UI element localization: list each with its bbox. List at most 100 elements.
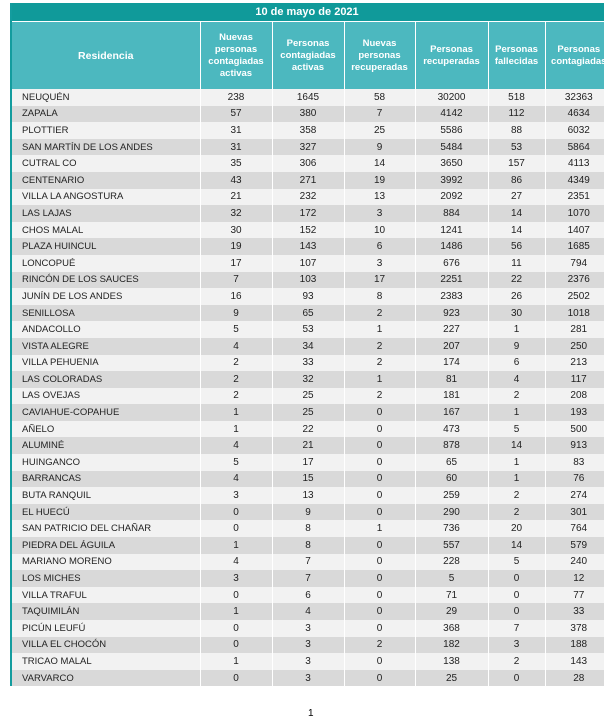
cell-contagiadas-activas: 8 — [271, 537, 344, 554]
page-number: 1 — [308, 708, 314, 719]
cell-nuevas-contagiadas-activas: 0 — [199, 503, 272, 521]
cell-recuperadas: 5586 — [414, 122, 488, 139]
cell-contagiadas: 32363 — [544, 89, 604, 106]
cell-fallecidas: 0 — [487, 586, 545, 604]
cell-nuevas-recuperadas: 0 — [343, 669, 415, 687]
cell-contagiadas: 6032 — [544, 122, 604, 139]
cell-contagiadas: 117 — [544, 371, 604, 388]
cell-fallecidas: 26 — [487, 288, 545, 305]
cell-fallecidas: 7 — [487, 620, 545, 637]
cell-nuevas-recuperadas: 0 — [343, 454, 415, 471]
residence-cell: ANDACOLLO — [12, 321, 200, 338]
cell-contagiadas-activas: 6 — [271, 586, 344, 604]
residence-cell: BARRANCAS — [12, 470, 200, 488]
cell-contagiadas: 2502 — [544, 288, 604, 305]
cell-nuevas-recuperadas: 2 — [343, 304, 415, 322]
cell-nuevas-contagiadas-activas: 1 — [199, 653, 272, 670]
cell-nuevas-recuperadas: 0 — [343, 470, 415, 488]
table-row: BUTA RANQUIL 3 13 0 259 2 274 — [12, 487, 604, 504]
residence-cell: LAS COLORADAS — [12, 371, 200, 388]
cell-fallecidas: 22 — [487, 271, 545, 289]
table-row: PIEDRA DEL ÁGUILA 1 8 0 557 14 579 — [12, 537, 604, 554]
cell-nuevas-recuperadas: 0 — [343, 620, 415, 637]
residence-cell: LAS LAJAS — [12, 205, 200, 222]
cell-fallecidas: 14 — [487, 221, 545, 239]
table-row: ANDACOLLO 5 53 1 227 1 281 — [12, 321, 604, 338]
cell-contagiadas-activas: 358 — [271, 122, 344, 139]
table-row: ZAPALA 57 380 7 4142 112 4634 — [12, 105, 604, 123]
residence-cell: VILLA LA ANGOSTURA — [12, 188, 200, 206]
cell-fallecidas: 6 — [487, 354, 545, 372]
cell-nuevas-recuperadas: 0 — [343, 404, 415, 421]
cell-contagiadas-activas: 15 — [271, 470, 344, 488]
table-row: PICÚN LEUFÚ 0 3 0 368 7 378 — [12, 620, 604, 637]
cell-contagiadas-activas: 3 — [271, 653, 344, 670]
cell-nuevas-recuperadas: 0 — [343, 487, 415, 504]
residence-cell: PLAZA HUINCUL — [12, 238, 200, 255]
cell-nuevas-recuperadas: 2 — [343, 636, 415, 654]
cell-fallecidas: 5 — [487, 553, 545, 571]
cell-recuperadas: 4142 — [414, 105, 488, 123]
table-row: CENTENARIO 43 271 19 3992 86 4349 — [12, 171, 604, 189]
cell-fallecidas: 1 — [487, 470, 545, 488]
cell-contagiadas: 579 — [544, 537, 604, 554]
cell-contagiadas: 281 — [544, 321, 604, 338]
cell-contagiadas: 2351 — [544, 188, 604, 206]
residence-cell: ZAPALA — [12, 105, 200, 123]
table-row: TAQUIMILÁN 1 4 0 29 0 33 — [12, 603, 604, 620]
cell-nuevas-recuperadas: 2 — [343, 387, 415, 405]
cell-fallecidas: 30 — [487, 304, 545, 322]
cell-recuperadas: 676 — [414, 254, 488, 272]
cell-nuevas-recuperadas: 13 — [343, 188, 415, 206]
cell-nuevas-contagiadas-activas: 3 — [199, 487, 272, 504]
cell-nuevas-contagiadas-activas: 2 — [199, 371, 272, 388]
cell-nuevas-recuperadas: 0 — [343, 603, 415, 620]
cell-contagiadas-activas: 3 — [271, 636, 344, 654]
cell-recuperadas: 227 — [414, 321, 488, 338]
cell-nuevas-recuperadas: 9 — [343, 138, 415, 156]
residence-cell: PICÚN LEUFÚ — [12, 620, 200, 637]
cell-recuperadas: 182 — [414, 636, 488, 654]
cell-nuevas-contagiadas-activas: 35 — [199, 155, 272, 172]
cell-fallecidas: 27 — [487, 188, 545, 206]
cell-contagiadas-activas: 25 — [271, 387, 344, 405]
cell-fallecidas: 518 — [487, 89, 545, 106]
cell-nuevas-contagiadas-activas: 4 — [199, 337, 272, 355]
cell-contagiadas-activas: 271 — [271, 171, 344, 189]
cell-fallecidas: 86 — [487, 171, 545, 189]
cell-fallecidas: 14 — [487, 537, 545, 554]
cell-nuevas-recuperadas: 2 — [343, 337, 415, 355]
cell-recuperadas: 2251 — [414, 271, 488, 289]
residence-cell: BUTA RANQUIL — [12, 487, 200, 504]
cell-nuevas-contagiadas-activas: 4 — [199, 553, 272, 571]
residence-cell: SAN PATRICIO DEL CHAÑAR — [12, 520, 200, 538]
cell-recuperadas: 3650 — [414, 155, 488, 172]
cell-nuevas-recuperadas: 0 — [343, 570, 415, 587]
cell-fallecidas: 2 — [487, 503, 545, 521]
cell-recuperadas: 25 — [414, 669, 488, 687]
cell-contagiadas-activas: 22 — [271, 420, 344, 438]
cell-contagiadas-activas: 1645 — [271, 89, 344, 106]
cell-fallecidas: 11 — [487, 254, 545, 272]
cell-nuevas-contagiadas-activas: 3 — [199, 570, 272, 587]
cell-recuperadas: 181 — [414, 387, 488, 405]
cell-recuperadas: 3992 — [414, 171, 488, 189]
cell-contagiadas-activas: 34 — [271, 337, 344, 355]
table-row: TRICAO MALAL 1 3 0 138 2 143 — [12, 653, 604, 670]
cell-fallecidas: 2 — [487, 653, 545, 670]
residence-cell: VISTA ALEGRE — [12, 337, 200, 355]
cell-nuevas-recuperadas: 3 — [343, 205, 415, 222]
cell-nuevas-recuperadas: 0 — [343, 437, 415, 455]
table-row: RINCÓN DE LOS SAUCES 7 103 17 2251 22 2376 — [12, 271, 604, 289]
residence-cell: VILLA PEHUENIA — [12, 354, 200, 372]
residence-cell: VILLA EL CHOCÓN — [12, 636, 200, 654]
residence-cell: AÑELO — [12, 420, 200, 438]
residence-cell: NEUQUÉN — [12, 89, 200, 106]
cell-recuperadas: 1241 — [414, 221, 488, 239]
cell-contagiadas: 12 — [544, 570, 604, 587]
cell-nuevas-contagiadas-activas: 1 — [199, 603, 272, 620]
table-row: LAS COLORADAS 2 32 1 81 4 117 — [12, 371, 604, 388]
cell-contagiadas: 1018 — [544, 304, 604, 322]
cell-nuevas-contagiadas-activas: 9 — [199, 304, 272, 322]
table-title: 10 de mayo de 2021 — [12, 3, 604, 21]
